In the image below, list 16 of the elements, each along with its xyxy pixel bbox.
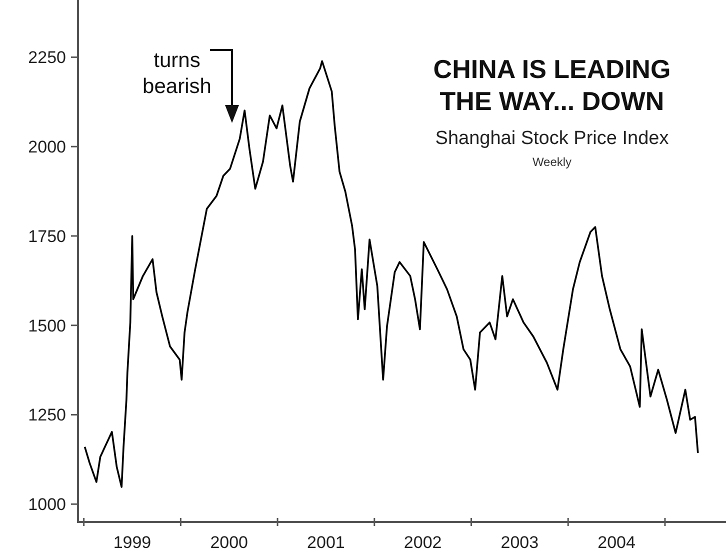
x-tick-label: 1999 xyxy=(113,533,152,552)
annotation: turns bearish xyxy=(142,49,212,98)
y-tick-label: 1000 xyxy=(28,495,66,514)
x-tick-label: 2000 xyxy=(210,533,248,552)
y-tick-label: 1250 xyxy=(28,406,66,425)
text: CHINA IS LEADING THE WAY... DOWN xyxy=(433,54,671,116)
y-tick-label: 1500 xyxy=(28,316,66,336)
x-tick-label: 2003 xyxy=(500,533,539,552)
x-tick-label: 2001 xyxy=(307,533,345,552)
annotation: Weekly xyxy=(532,155,572,169)
x-tick-label: 2002 xyxy=(404,533,442,552)
y-tick-label: 2250 xyxy=(28,48,66,68)
x-tick-label: 2004 xyxy=(598,533,636,552)
y-tick-label: 2000 xyxy=(28,138,66,157)
y-tick-label: 1750 xyxy=(28,226,66,246)
text: Shanghai Stock Price Index xyxy=(435,128,670,149)
